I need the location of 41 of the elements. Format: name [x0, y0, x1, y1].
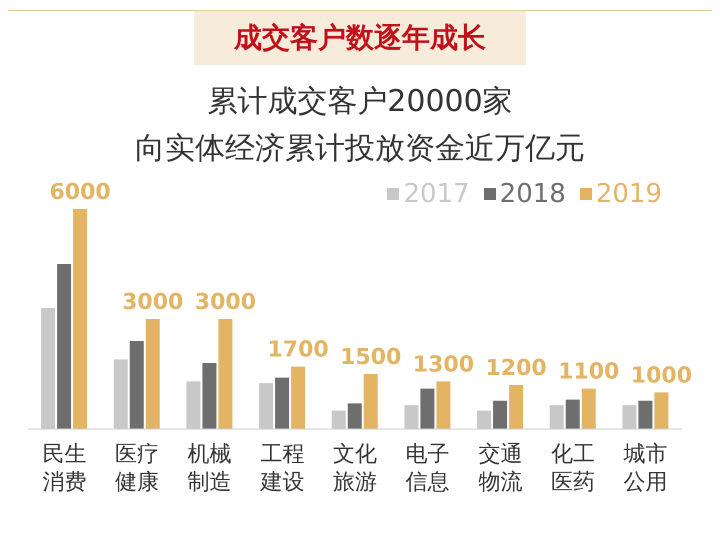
bar	[57, 264, 72, 429]
text: 向实体经济累计投放资金近万亿元	[134, 130, 586, 168]
data-label: 1500	[340, 345, 402, 370]
x-tick-label: 文化旅游	[333, 442, 377, 495]
bar	[420, 388, 434, 429]
data-label: 1100	[558, 360, 620, 385]
data-label: 3000	[194, 290, 256, 315]
x-tick-label: 机械制造	[188, 442, 232, 495]
data-label: 6000	[49, 180, 111, 205]
x-tick-label: 民生消费	[42, 442, 86, 495]
bar	[654, 392, 668, 429]
bar	[348, 403, 362, 429]
bar	[493, 400, 508, 429]
chart-subtitle: 累计成交客户20000家	[206, 83, 514, 121]
bar	[130, 341, 144, 429]
x-tick-label: 城市公用	[622, 442, 668, 495]
legend-label: 2018	[500, 179, 566, 209]
bar	[436, 381, 450, 429]
bar	[364, 374, 378, 429]
data-label: 1000	[630, 363, 692, 388]
x-tick-label: 交通物流	[478, 442, 522, 495]
data-label: 1700	[267, 338, 329, 363]
data-label: 1200	[485, 356, 547, 381]
bar	[73, 209, 88, 429]
chart-title: 成交客户数逐年成长	[194, 11, 526, 65]
data-label: 1300	[412, 352, 474, 378]
bar	[566, 400, 580, 429]
bar	[638, 400, 652, 429]
bar	[509, 385, 524, 429]
data-label: 3000	[122, 290, 184, 315]
x-tick-label: 化工医药	[551, 442, 595, 495]
bar	[218, 319, 232, 429]
bar	[146, 319, 160, 429]
x-tick-label: 电子信息	[406, 442, 450, 495]
x-tick-label: 医疗健康	[115, 442, 159, 495]
bar	[291, 366, 306, 429]
x-tick-label: 工程建设	[259, 442, 304, 495]
legend-label: 2019	[596, 179, 662, 209]
bar	[582, 388, 596, 429]
bar	[202, 363, 216, 429]
bar	[275, 378, 290, 429]
